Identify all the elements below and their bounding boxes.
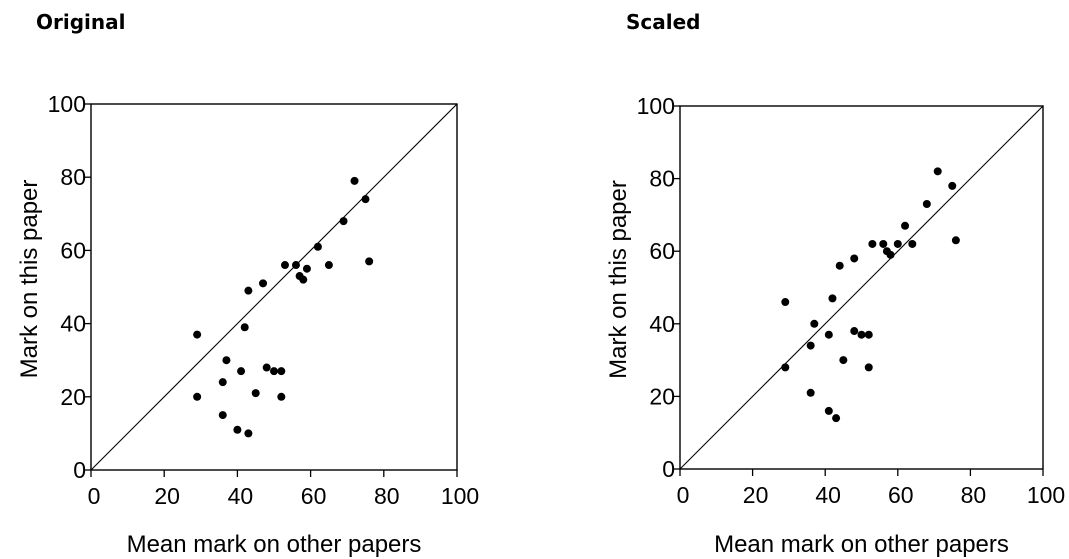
data-point bbox=[314, 243, 322, 251]
data-point bbox=[879, 240, 887, 248]
x-tick-label: 80 bbox=[374, 483, 400, 509]
data-point bbox=[193, 393, 201, 401]
x-tick-label: 60 bbox=[301, 483, 327, 509]
chart-panel-1: 0 20 40 60 80 100 0 20 40 60 80 100 Mean mark on oth… bbox=[605, 93, 1065, 558]
data-point bbox=[850, 327, 858, 335]
data-point bbox=[858, 331, 866, 339]
x-axis-label: Mean mark on other papers bbox=[127, 531, 422, 558]
data-point bbox=[839, 356, 847, 364]
y-tick-label: 40 bbox=[60, 311, 86, 337]
data-point bbox=[325, 261, 333, 269]
data-point bbox=[868, 240, 876, 248]
data-point bbox=[807, 389, 815, 397]
y-tick-label: 80 bbox=[60, 164, 86, 190]
data-point bbox=[299, 276, 307, 284]
y-tick-label: 20 bbox=[60, 384, 86, 410]
data-point bbox=[193, 331, 201, 339]
data-point bbox=[952, 236, 960, 244]
data-point bbox=[948, 182, 956, 190]
x-tick-label: 20 bbox=[743, 482, 769, 508]
x-tick-label: 20 bbox=[154, 483, 180, 509]
data-point bbox=[865, 363, 873, 371]
data-point bbox=[887, 251, 895, 259]
reference-line bbox=[680, 106, 1043, 469]
data-point bbox=[233, 426, 241, 434]
y-axis-label: Mark on this paper bbox=[605, 180, 632, 379]
y-tick-label: 20 bbox=[649, 383, 675, 409]
data-point bbox=[781, 298, 789, 306]
y-tick-label: 40 bbox=[649, 311, 675, 337]
y-tick-label: 60 bbox=[60, 237, 86, 263]
x-tick-label: 40 bbox=[228, 483, 254, 509]
data-point bbox=[241, 323, 249, 331]
data-point bbox=[244, 429, 252, 437]
data-point bbox=[836, 262, 844, 270]
data-point bbox=[263, 364, 271, 372]
data-point bbox=[810, 320, 818, 328]
x-tick-label: 100 bbox=[1027, 482, 1065, 508]
data-point bbox=[832, 414, 840, 422]
data-point bbox=[244, 287, 252, 295]
data-point bbox=[219, 411, 227, 419]
data-point bbox=[222, 356, 230, 364]
x-tick-label: 100 bbox=[441, 483, 479, 509]
data-point bbox=[281, 261, 289, 269]
data-point bbox=[277, 367, 285, 375]
x-tick-label: 0 bbox=[88, 483, 101, 509]
data-point bbox=[850, 254, 858, 262]
data-point bbox=[340, 217, 348, 225]
data-point bbox=[362, 195, 370, 203]
data-point bbox=[825, 407, 833, 415]
data-point bbox=[828, 294, 836, 302]
x-tick-label: 0 bbox=[677, 482, 690, 508]
y-tick-label: 0 bbox=[662, 456, 675, 482]
y-tick-label: 0 bbox=[73, 457, 86, 483]
data-point bbox=[901, 222, 909, 230]
y-tick-label: 60 bbox=[649, 238, 675, 264]
y-tick-label: 80 bbox=[649, 166, 675, 192]
data-point bbox=[252, 389, 260, 397]
data-point bbox=[270, 367, 278, 375]
data-point bbox=[934, 167, 942, 175]
x-tick-label: 40 bbox=[815, 482, 841, 508]
data-point bbox=[277, 393, 285, 401]
data-point bbox=[825, 331, 833, 339]
y-tick-label: 100 bbox=[637, 93, 675, 119]
chart-panel-0: 0 20 40 60 80 100 0 20 40 60 80 100 Mean mark on oth… bbox=[16, 91, 479, 558]
x-tick-label: 80 bbox=[961, 482, 987, 508]
y-tick-label: 100 bbox=[48, 91, 86, 117]
data-point bbox=[259, 279, 267, 287]
data-point bbox=[303, 265, 311, 273]
data-point bbox=[807, 342, 815, 350]
data-point bbox=[865, 331, 873, 339]
data-point bbox=[237, 367, 245, 375]
data-point bbox=[292, 261, 300, 269]
data-point bbox=[365, 257, 373, 265]
data-point bbox=[923, 200, 931, 208]
y-axis-label: Mark on this paper bbox=[16, 180, 43, 379]
data-point bbox=[894, 240, 902, 248]
data-point bbox=[219, 378, 227, 386]
data-point bbox=[781, 363, 789, 371]
x-axis-label: Mean mark on other papers bbox=[714, 531, 1009, 558]
reference-line bbox=[91, 104, 457, 470]
data-point bbox=[351, 177, 359, 185]
data-point bbox=[908, 240, 916, 248]
x-tick-label: 60 bbox=[888, 482, 914, 508]
